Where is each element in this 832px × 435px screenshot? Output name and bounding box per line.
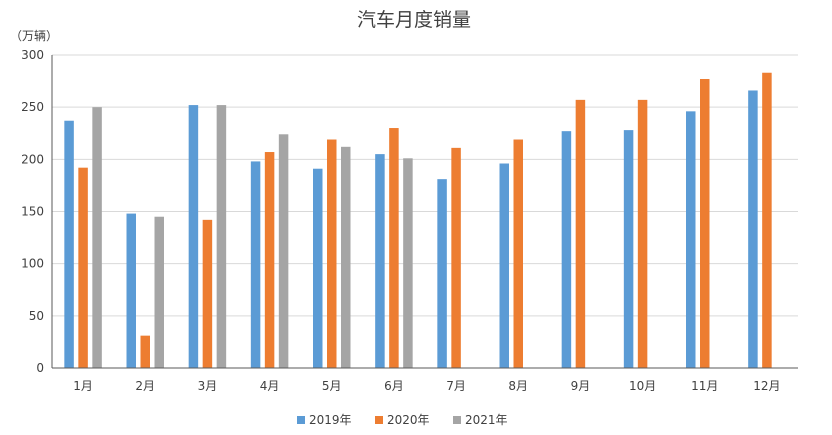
legend-swatch — [297, 416, 305, 424]
bar-2021年-1月 — [92, 107, 102, 369]
legend-label: 2019年 — [309, 413, 352, 427]
bar-2019年-6月 — [375, 154, 385, 368]
bar-2020年-1月 — [78, 167, 88, 368]
bar-2021年-4月 — [278, 134, 289, 368]
bar-2019年-4月 — [250, 161, 261, 368]
x-tick-label: 1月 — [73, 379, 93, 393]
legend-label: 2020年 — [387, 413, 430, 427]
bar-2020年-10月 — [637, 99, 648, 368]
legend-swatch — [375, 416, 383, 424]
y-tick-label: 100 — [21, 257, 44, 271]
bar-2019年-7月 — [437, 179, 447, 368]
y-tick-label: 50 — [29, 309, 44, 323]
x-tick-label: 4月 — [260, 379, 280, 393]
bar-2020年-8月 — [513, 139, 523, 368]
x-tick-label: 5月 — [322, 379, 342, 393]
bar-2021年-3月 — [216, 105, 227, 368]
y-tick-label: 0 — [36, 361, 44, 375]
bar-2020年-11月 — [700, 78, 710, 368]
bar-2019年-9月 — [561, 131, 572, 368]
bar-2019年-10月 — [623, 130, 634, 368]
bar-2020年-5月 — [327, 139, 337, 368]
bar-2020年-12月 — [762, 72, 772, 368]
bar-2019年-2月 — [126, 213, 136, 368]
bar-2019年-8月 — [499, 163, 509, 368]
y-tick-label: 250 — [21, 100, 44, 114]
bar-2020年-6月 — [389, 128, 399, 368]
x-tick-label: 10月 — [629, 379, 656, 393]
x-tick-label: 7月 — [446, 379, 466, 393]
y-tick-label: 150 — [21, 205, 44, 219]
x-tick-label: 11月 — [691, 379, 718, 393]
y-axis-unit-label: （万辆） — [10, 29, 58, 43]
bar-2019年-1月 — [64, 120, 74, 368]
bar-2020年-2月 — [140, 335, 150, 368]
bar-2019年-5月 — [313, 168, 323, 368]
bar-2020年-3月 — [202, 219, 213, 368]
axes — [51, 55, 798, 369]
chart-title: 汽车月度销量 — [357, 9, 471, 31]
bar-2020年-9月 — [575, 99, 586, 368]
bar-2019年-12月 — [748, 90, 758, 369]
bar-2021年-6月 — [403, 158, 413, 368]
bar-2019年-3月 — [188, 105, 199, 368]
gridlines — [52, 54, 798, 317]
bar-2020年-4月 — [264, 152, 275, 368]
x-tick-label: 12月 — [753, 379, 780, 393]
legend-label: 2021年 — [465, 413, 508, 427]
bar-2020年-7月 — [451, 147, 461, 368]
x-tick-label: 6月 — [384, 379, 404, 393]
x-tick-label: 8月 — [508, 379, 528, 393]
bar-2021年-2月 — [154, 216, 164, 368]
y-axis-ticks: 0 50 100 150 200 250 300 — [21, 48, 44, 375]
bar-2021年-5月 — [341, 146, 351, 368]
legend-swatch — [453, 416, 461, 424]
x-tick-label: 9月 — [571, 379, 591, 393]
x-tick-label: 2月 — [135, 379, 155, 393]
y-tick-label: 300 — [21, 48, 44, 62]
x-axis-ticks: 1月 2月 3月 4月 5月 6月 7月 8月 9月 10月 11月 12月 — [73, 379, 780, 393]
legend: 2019年 2020年 2021年 — [297, 413, 508, 427]
bars — [64, 72, 772, 369]
bar-2019年-11月 — [686, 111, 696, 368]
x-tick-label: 3月 — [198, 379, 218, 393]
y-tick-label: 200 — [21, 152, 44, 166]
